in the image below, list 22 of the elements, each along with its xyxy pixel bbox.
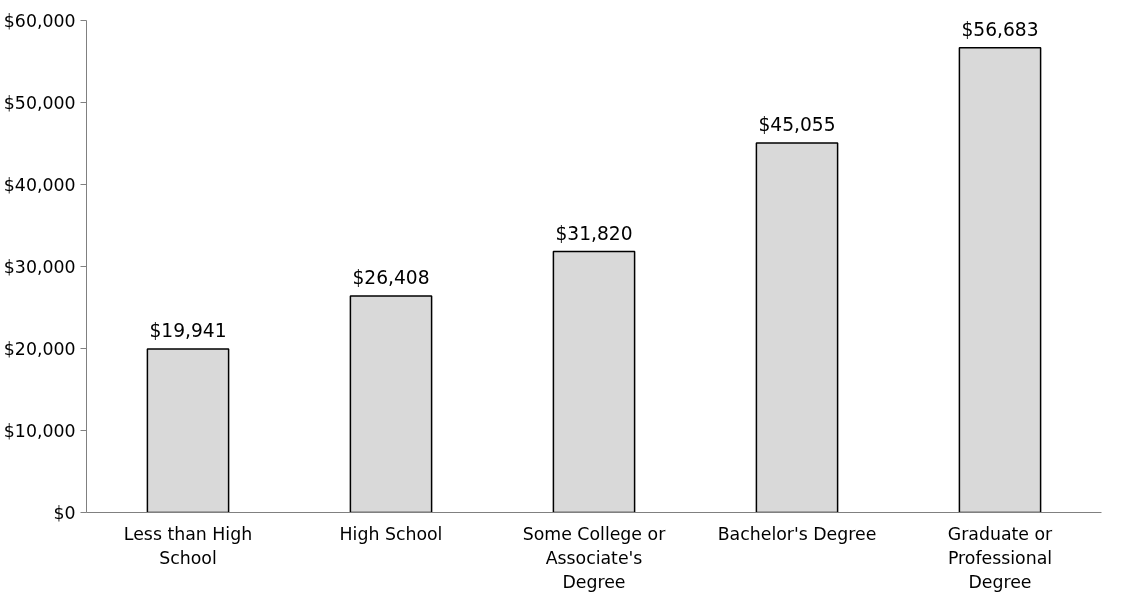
y-tick-label: $10,000	[3, 420, 76, 441]
data-label: $19,941	[149, 319, 227, 341]
data-label: $26,408	[352, 266, 430, 288]
y-tick-label: $50,000	[3, 92, 76, 113]
y-tick-label: $30,000	[3, 256, 76, 277]
y-tick-label: $60,000	[3, 10, 76, 31]
x-tick-label: Graduate or Professional Degree	[947, 523, 1054, 592]
data-label: $56,683	[961, 18, 1039, 40]
data-label: $45,055	[758, 114, 836, 136]
x-tick-label: Some College or Associate's Degree	[522, 523, 667, 592]
x-tick-label: Less than High School	[123, 523, 253, 568]
data-label: $31,820	[555, 222, 633, 244]
bar	[349, 295, 433, 513]
bar	[755, 142, 839, 513]
bar	[958, 46, 1042, 513]
y-tick-label: $40,000	[3, 174, 76, 195]
y-tick-label: $0	[53, 502, 76, 523]
bar	[552, 250, 636, 513]
x-tick-label: High School	[339, 523, 443, 544]
bar	[146, 348, 230, 513]
x-tick-label: Bachelor's Degree	[717, 523, 877, 544]
y-tick-label: $20,000	[3, 338, 76, 359]
